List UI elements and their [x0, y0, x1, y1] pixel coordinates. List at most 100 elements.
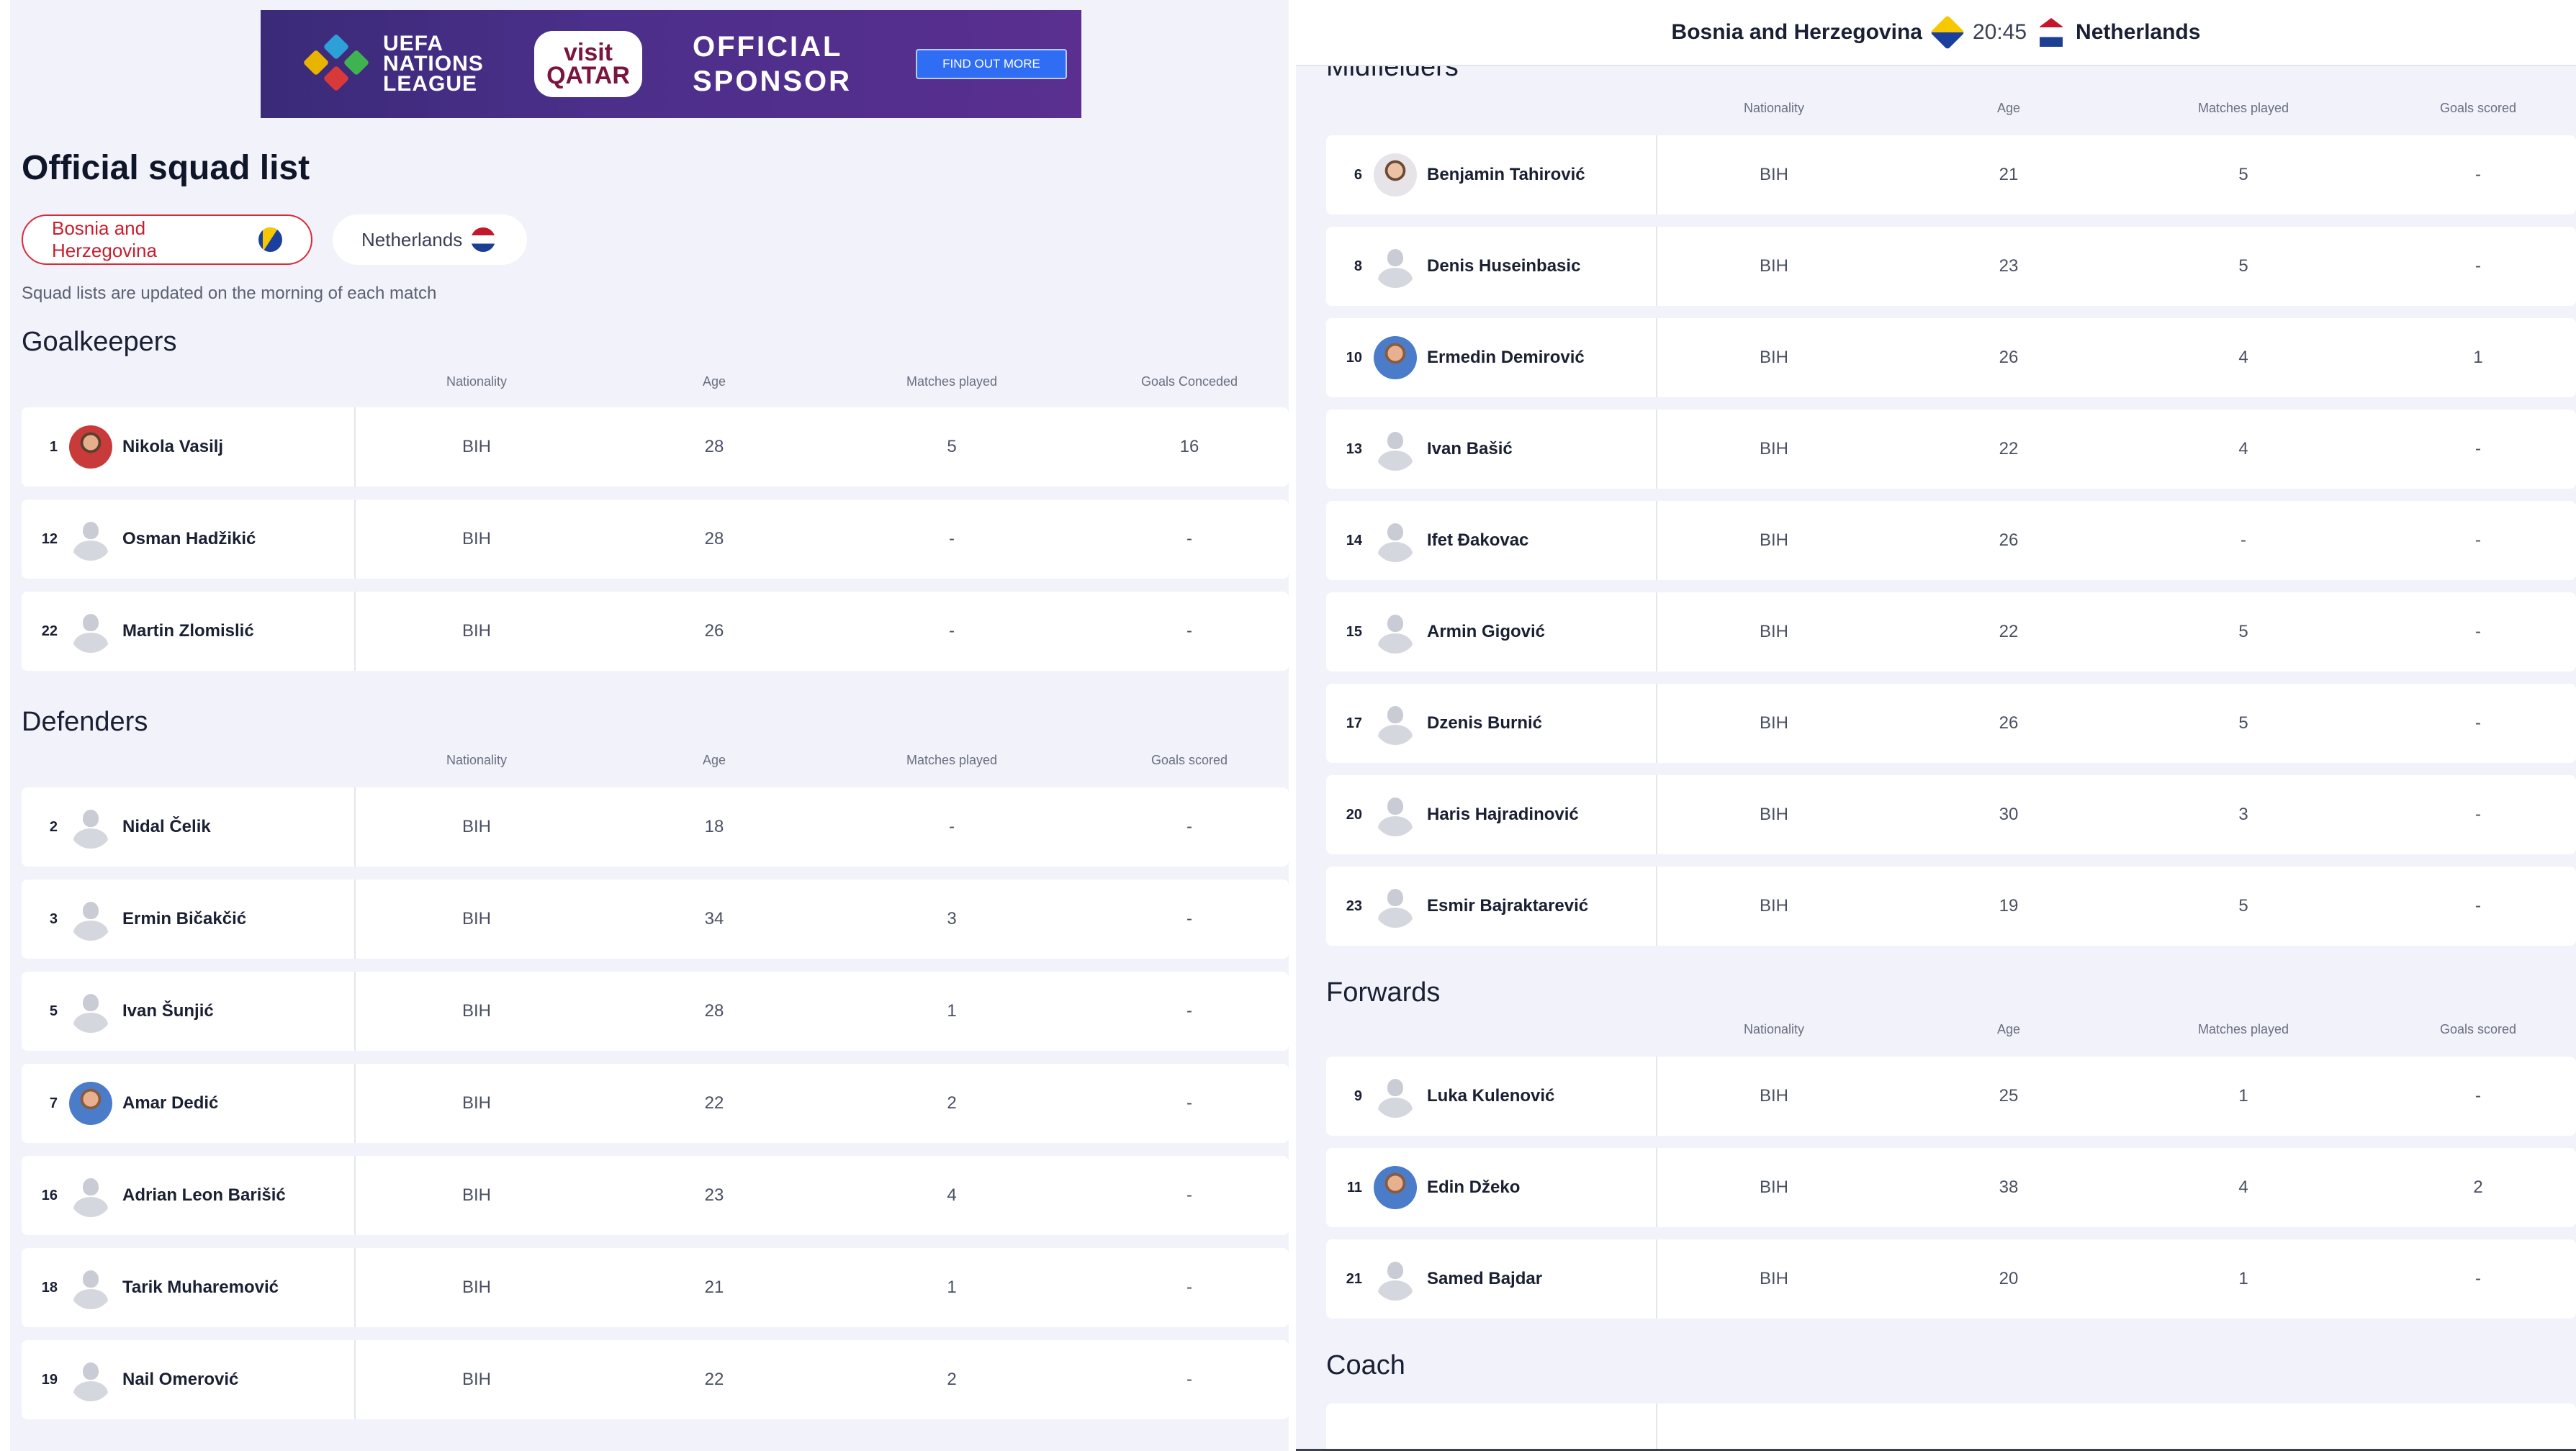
player-row[interactable]: 21 Samed Bajdar BIH 20 1 - — [1326, 1239, 2576, 1319]
player-avatar-icon — [1374, 153, 1417, 196]
forwards-section-title: Forwards — [1326, 977, 1441, 1008]
player-mp: 2 — [947, 1370, 957, 1389]
player-avatar-icon — [1374, 428, 1417, 471]
player-row[interactable]: 22 Martin Zlomislić BIH 26 - - — [22, 592, 1289, 671]
player-row[interactable]: 19 Nail Omerović BIH 22 2- — [22, 1340, 1289, 1419]
player-name-cell: 3 Ermin Bičakčić — [22, 880, 356, 959]
player-g: - — [2475, 713, 2481, 733]
player-mp: 5 — [2238, 165, 2248, 184]
player-g: - — [1186, 621, 1192, 641]
player-mp: 1 — [947, 1278, 957, 1297]
player-name[interactable]: Luka Kulenović — [1427, 1086, 1555, 1106]
player-name[interactable]: Ermedin Demirović — [1427, 348, 1585, 367]
player-name-cell: 17 Dzenis Burnić — [1326, 684, 1657, 763]
player-row[interactable]: 8 Denis Huseinbasic BIH 23 5 - — [1326, 227, 2576, 306]
player-nat: BIH — [1759, 1086, 1788, 1106]
column-header: Age — [702, 753, 726, 767]
player-name[interactable]: Armin Gigović — [1427, 622, 1546, 641]
player-age: 18 — [704, 817, 724, 836]
player-name[interactable]: Ifet Đakovac — [1427, 530, 1529, 550]
player-row[interactable]: 23 Esmir Bajraktarević BIH 19 5 - — [1326, 867, 2576, 946]
shirt-number: 18 — [41, 1279, 58, 1296]
left-panel: UEFA NATIONS LEAGUE visit QATAR OFFICIAL… — [10, 0, 1289, 1451]
column-header: Age — [1996, 1022, 2021, 1036]
player-avatar-icon — [69, 990, 112, 1033]
shirt-number: 13 — [1346, 440, 1362, 457]
player-g: 1 — [2473, 348, 2483, 367]
player-row[interactable]: 9 Luka Kulenović BIH 25 1 - — [1326, 1057, 2576, 1136]
player-g: - — [1186, 529, 1192, 548]
column-header: Nationality — [1743, 101, 1805, 115]
player-age: 22 — [1999, 622, 2019, 641]
sponsor-banner[interactable]: UEFA NATIONS LEAGUE visit QATAR OFFICIAL… — [261, 10, 1081, 118]
player-name[interactable]: Nikola Vasilj — [122, 437, 224, 456]
player-name[interactable]: Martin Zlomislić — [122, 621, 254, 641]
player-row[interactable]: 17 Dzenis Burnić BIH 26 5 - — [1326, 684, 2576, 763]
player-age: 21 — [704, 1278, 724, 1297]
player-g: 16 — [1179, 437, 1199, 456]
player-mp: 2 — [947, 1093, 957, 1113]
coach-avatar-icon — [1374, 1447, 1417, 1449]
player-row[interactable]: 11 Edin Džeko BIH 38 4 2 — [1326, 1148, 2576, 1227]
player-name[interactable]: Edin Džeko — [1427, 1177, 1521, 1197]
player-nat: BIH — [1759, 1177, 1788, 1197]
column-header: Nationality — [446, 753, 508, 767]
player-avatar-icon — [69, 1358, 112, 1401]
player-mp: 3 — [947, 909, 957, 928]
player-age: 22 — [1999, 439, 2019, 458]
player-mp: 5 — [947, 437, 957, 456]
page-title: Official squad list — [22, 149, 310, 187]
player-row[interactable]: 6 Benjamin Tahirović BIH 21 5 - — [1326, 135, 2576, 214]
player-name[interactable]: Haris Hajradinović — [1427, 805, 1579, 824]
player-mp: - — [949, 817, 955, 836]
player-name-cell: 23 Esmir Bajraktarević — [1326, 867, 1657, 946]
player-name[interactable]: Nail Omerović — [122, 1370, 239, 1389]
player-row[interactable]: 18 Tarik Muharemović BIH 21 1 - — [22, 1248, 1289, 1327]
player-nat: BIH — [461, 1370, 491, 1389]
player-row[interactable]: 12 Osman Hadžikić BIH 28 - - — [22, 500, 1289, 579]
player-mp: - — [949, 621, 955, 641]
player-avatar-icon — [69, 1174, 112, 1217]
player-age: 22 — [704, 1370, 724, 1389]
player-name[interactable]: Dzenis Burnić — [1427, 713, 1543, 733]
player-name[interactable]: Osman Hadžikić — [122, 529, 256, 548]
player-nat: BIH — [461, 529, 491, 548]
player-row[interactable]: 14 Ifet Đakovac BIH 26 - - — [1326, 501, 2576, 580]
player-mp: 1 — [2238, 1086, 2248, 1106]
player-avatar-icon — [69, 610, 112, 653]
player-row[interactable]: 5 Ivan Šunjić BIH 28 1 - — [22, 972, 1289, 1051]
player-age: 28 — [704, 437, 724, 456]
column-header: Age — [1996, 101, 2021, 115]
player-row[interactable]: 15 Armin Gigović BIH 22 5 - — [1326, 592, 2576, 672]
find-out-more-button[interactable]: FIND OUT MORE — [916, 49, 1067, 79]
player-row[interactable]: 10 Ermedin Demirović BIH 26 4 1 — [1326, 318, 2576, 397]
player-name[interactable]: Ermin Bičakčić — [122, 909, 247, 928]
player-g: - — [2475, 622, 2481, 641]
coach-row[interactable]: Sergej Barbarez — [1326, 1403, 2576, 1449]
player-name[interactable]: Adrian Leon Barišić — [122, 1185, 286, 1205]
player-row[interactable]: 13 Ivan Bašić BIH 22 4 - — [1326, 410, 2576, 489]
player-name[interactable]: Ivan Bašić — [1427, 439, 1513, 458]
player-name[interactable]: Amar Dedić — [122, 1093, 219, 1113]
player-name-cell: 18 Tarik Muharemović — [22, 1248, 356, 1327]
player-name[interactable]: Denis Huseinbasic — [1427, 256, 1581, 276]
player-name[interactable]: Nidal Čelik — [122, 817, 211, 836]
player-name[interactable]: Benjamin Tahirović — [1427, 165, 1585, 184]
player-name[interactable]: Ivan Šunjić — [122, 1001, 214, 1021]
tab-netherlands[interactable]: Netherlands — [333, 214, 527, 265]
player-name[interactable]: Tarik Muharemović — [122, 1278, 279, 1297]
player-name-cell: 1 Nikola Vasilj — [22, 407, 356, 487]
player-row[interactable]: 16 Adrian Leon Barišić BIH 23 4 - — [22, 1156, 1289, 1235]
player-row[interactable]: 1 Nikola Vasilj BIH 28 5 16 — [22, 407, 1289, 487]
player-name[interactable]: Samed Bajdar — [1427, 1269, 1543, 1288]
player-name[interactable]: Esmir Bajraktarević — [1427, 896, 1589, 916]
player-name-cell: 8 Denis Huseinbasic — [1326, 227, 1657, 306]
player-row[interactable]: 20 Haris Hajradinović BIH 30 3 - — [1326, 775, 2576, 854]
player-row[interactable]: 2 Nidal Čelik BIH 18 - - — [22, 787, 1289, 867]
tab-bosnia-and-herzegovina[interactable]: Bosnia and Herzegovina — [22, 214, 312, 265]
player-row[interactable]: 3 Ermin Bičakčić BIH 34 3 - — [22, 880, 1289, 959]
player-avatar-icon — [69, 517, 112, 561]
player-g: - — [1186, 1093, 1192, 1113]
player-row[interactable]: 7 Amar Dedić BIH 22 2- — [22, 1064, 1289, 1143]
column-header: Goals Conceded — [1140, 374, 1238, 389]
